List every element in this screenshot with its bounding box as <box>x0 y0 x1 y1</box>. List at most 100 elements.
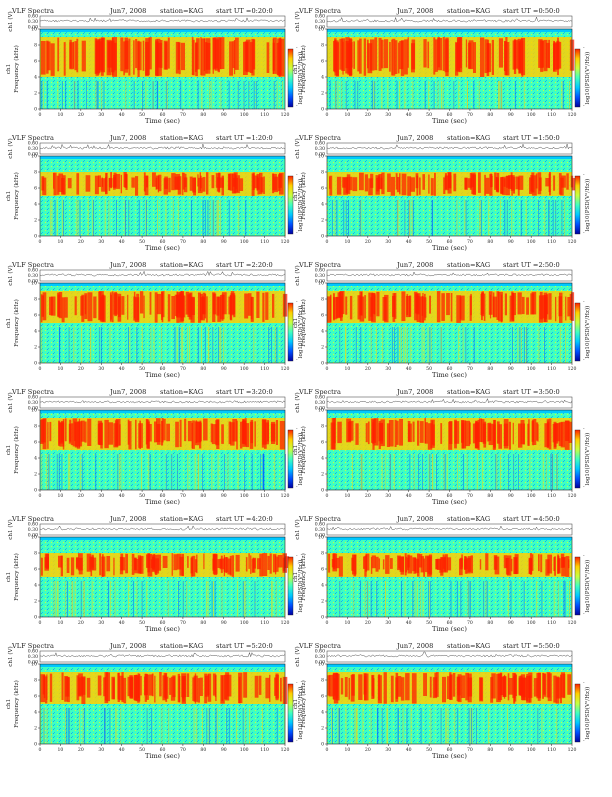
spectrogram-burst <box>162 555 168 568</box>
spectrogram-streak <box>204 200 206 236</box>
spectrogram-streak <box>282 81 283 109</box>
spectrogram-burst <box>215 173 221 188</box>
spectrogram-streak <box>557 581 559 617</box>
waveform-tick-label: 0.30 <box>28 400 38 406</box>
spectrogram-burst <box>64 418 67 442</box>
spectrogram-burst <box>496 291 500 320</box>
colorbar-label: log10(PSD(V²/Hz)) <box>297 306 304 359</box>
spectrogram-burst <box>269 674 271 702</box>
spectrogram-streak <box>180 81 182 109</box>
spectrogram-burst <box>330 422 336 450</box>
spectrogram-streak <box>565 327 566 363</box>
freq-tick-label: 2 <box>321 599 324 605</box>
freq-tick-label: 10 <box>318 535 324 541</box>
spectrogram-burst <box>568 421 572 443</box>
spectrogram-burst <box>487 423 489 442</box>
spectrogram-burst <box>423 673 427 696</box>
time-tick-label: 30 <box>98 493 104 499</box>
spectrogram-burst <box>502 676 507 697</box>
spectrogram-burst <box>445 37 449 77</box>
spectrogram-burst <box>159 672 162 697</box>
spectrogram-burst <box>471 172 476 195</box>
spectrogram-burst <box>364 174 368 192</box>
spectrogram-burst <box>436 291 441 323</box>
spectrogram-streak <box>354 708 356 744</box>
spectrogram-burst <box>151 673 154 697</box>
spectrogram-upper-band <box>40 29 285 32</box>
spectrogram-burst <box>405 673 410 701</box>
spectrogram-burst <box>140 675 142 696</box>
spectrogram-streak <box>431 200 433 236</box>
spectrogram-burst <box>545 559 550 576</box>
colorbar-label: log10(PSD(V²/Hz)) <box>297 52 304 105</box>
colorbar-label: log10(PSD(V²/Hz)) <box>584 306 591 359</box>
waveform-ylabel: ch1 (V) <box>294 138 301 158</box>
spectrogram-burst <box>221 424 224 444</box>
spectrogram-streak <box>104 708 106 744</box>
spectrogram-streak <box>553 581 555 617</box>
waveform-tick-label: 0.30 <box>315 654 325 660</box>
spectrogram-burst <box>53 172 57 196</box>
spectrogram-burst <box>570 292 575 321</box>
spectrogram-burst <box>163 418 166 441</box>
spectrogram-burst <box>263 176 265 194</box>
spectrogram-burst <box>565 556 570 577</box>
spectrogram-streak <box>498 81 499 109</box>
time-tick-label: 70 <box>180 493 186 499</box>
spectrogram-burst <box>416 295 420 315</box>
spectrogram-burst <box>58 555 62 568</box>
spectrogram-burst <box>412 557 417 572</box>
spectrogram-burst <box>517 38 519 70</box>
spectrogram <box>326 663 573 745</box>
time-tick-label: 50 <box>139 620 145 626</box>
spectrogram-burst <box>459 295 465 321</box>
spectrogram-burst <box>365 423 368 443</box>
spectrogram-streak <box>561 200 563 236</box>
spectrogram-streak <box>352 454 353 490</box>
spectrogram-streak <box>431 200 433 236</box>
colorbar <box>287 175 294 235</box>
panel-station: station=KAG <box>160 261 203 269</box>
spectrogram-burst <box>540 554 543 573</box>
time-tick-label: 40 <box>119 112 125 118</box>
time-tick-label: 120 <box>281 366 290 372</box>
spectrogram <box>326 409 573 491</box>
spectrogram-burst <box>338 556 343 577</box>
waveform-tick-label: 0.00 <box>315 533 325 539</box>
time-axis-label: Time (sec) <box>145 371 180 379</box>
spectrogram-burst <box>399 419 403 446</box>
spectrogram-streak <box>81 454 83 490</box>
spectrogram-burst <box>161 291 165 318</box>
time-tick-label: 10 <box>57 493 63 499</box>
freq-tick-label: 2 <box>34 91 37 97</box>
waveform-frame <box>326 15 573 28</box>
spectrogram-streak <box>479 200 481 236</box>
spectrogram-streak <box>213 200 215 236</box>
freq-side-label: ch1 <box>6 64 12 74</box>
spectrogram-burst <box>62 175 66 195</box>
waveform-frame <box>39 396 286 409</box>
spectrogram-burst <box>364 676 367 701</box>
spectrogram-burst <box>202 295 204 314</box>
spectrogram-burst <box>461 675 466 698</box>
spectrogram-streak <box>128 200 130 236</box>
spectrogram-burst <box>378 558 380 570</box>
spectrogram-streak <box>210 81 212 109</box>
spectrogram-burst <box>459 297 462 319</box>
spectrogram <box>39 536 289 618</box>
time-tick-label: 40 <box>406 239 412 245</box>
colorbar-label: log10(PSD(V²/Hz)) <box>584 687 591 740</box>
spectrogram-burst <box>175 174 181 190</box>
spectrogram-burst <box>127 419 130 445</box>
spectrogram-burst <box>378 174 383 190</box>
colorbar-tick-label: - <box>583 554 585 559</box>
spectrogram-burst <box>84 293 88 319</box>
spectrogram-streak <box>552 454 553 490</box>
spectrogram-burst <box>210 423 213 443</box>
spectrogram-streak <box>61 81 63 109</box>
spectrogram-burst <box>491 39 494 75</box>
spectrogram-burst <box>434 39 438 72</box>
spectrogram-streak <box>422 581 424 617</box>
spectrogram-burst <box>211 175 215 189</box>
time-tick-label: 10 <box>57 112 63 118</box>
